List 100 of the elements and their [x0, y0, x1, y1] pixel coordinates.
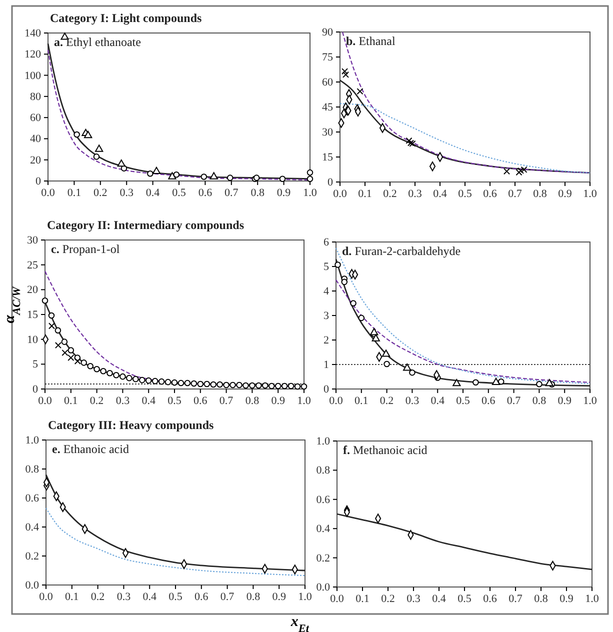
- y-tick-label: 4: [324, 286, 330, 298]
- x-tick-label: 0.6: [194, 394, 208, 407]
- x-tick-label: 0.4: [432, 592, 446, 605]
- x-tick-label: 0.8: [250, 186, 265, 199]
- y-tick-label: 60: [30, 112, 42, 124]
- y-tick-label: 30: [27, 234, 38, 247]
- y-tick-label: 15: [27, 309, 38, 322]
- y-tick-label: 10: [27, 334, 38, 346]
- x-tick-label: 0.7: [224, 186, 239, 199]
- x-tick-label: 0.8: [245, 394, 260, 407]
- chart-title: Category II: Intermediary compounds: [47, 218, 244, 232]
- y-tick-label: 2: [324, 334, 329, 347]
- chart-title: Category I: Light compounds: [50, 11, 202, 25]
- y-tick-label: 30: [322, 126, 334, 139]
- x-tick-label: 0.7: [508, 188, 522, 200]
- x-tick-label: 0.1: [64, 394, 78, 407]
- x-tick-label: 1.0: [303, 186, 318, 199]
- x-tick-label: 0.4: [146, 186, 160, 199]
- y-tick-label: 90: [322, 26, 334, 39]
- x-tick-label: 1.0: [297, 394, 312, 407]
- x-tick-label: 0.1: [67, 186, 82, 199]
- x-tick-label: 1.0: [298, 590, 312, 603]
- annotation: a. Ethyl ethanoate: [54, 35, 141, 49]
- y-tick-label: 5: [324, 261, 330, 274]
- x-tick-label: 0.7: [219, 394, 234, 407]
- y-tick-label: 0: [328, 176, 334, 189]
- y-tick-label: 0.0: [316, 582, 330, 594]
- x-tick-label: 0.2: [90, 590, 105, 603]
- chart-title: Category III: Heavy compounds: [48, 418, 214, 432]
- y-tick-label: 0: [36, 176, 42, 188]
- y-tick-label: 0.4: [25, 522, 40, 534]
- x-tick-label: 0.6: [194, 590, 209, 603]
- y-tick-label: 20: [27, 284, 38, 296]
- x-tick-label: 0.9: [276, 186, 292, 199]
- y-tick-label: 6: [324, 236, 330, 249]
- y-tick-label: 0.6: [25, 492, 40, 505]
- y-tick-label: 25: [27, 259, 38, 272]
- y-tick-label: 60: [322, 76, 334, 89]
- x-tick-label: 0.5: [456, 394, 470, 407]
- y-tick-label: 80: [30, 90, 42, 103]
- y-tick-label: 0.8: [316, 464, 330, 477]
- annotation: f. Methanoic acid: [343, 443, 428, 457]
- x-tick-label: 0.2: [381, 592, 395, 605]
- x-tick-label: 0.1: [358, 188, 372, 200]
- y-tick-label: 0.6: [316, 494, 330, 506]
- y-tick-label: 75: [322, 52, 334, 64]
- x-tick-label: 0.6: [482, 394, 496, 407]
- y-tick-label: 0.0: [25, 580, 40, 592]
- x-tick-label: 0.4: [433, 188, 448, 200]
- x-tick-label: 0.5: [458, 188, 472, 200]
- y-tick-label: 100: [24, 70, 42, 82]
- y-tick-label: 40: [30, 133, 42, 146]
- x-axis-title: x$_{Et}$: [290, 614, 310, 632]
- x-tick-label: 0.3: [408, 188, 422, 200]
- x-tick-label: 0.5: [172, 186, 186, 199]
- x-tick-label: 0.6: [483, 188, 498, 200]
- y-tick-label: 5: [32, 358, 38, 371]
- x-tick-label: 0.8: [532, 394, 547, 407]
- x-tick-label: 0.0: [333, 188, 348, 200]
- x-tick-label: 0.5: [168, 590, 183, 603]
- annotation: c. Propan-1-ol: [51, 242, 120, 256]
- x-tick-label: 0.1: [356, 592, 370, 605]
- x-tick-label: 1.0: [583, 394, 598, 407]
- x-tick-label: 1.0: [585, 592, 600, 605]
- x-tick-label: 0.2: [380, 394, 394, 407]
- x-tick-label: 0.8: [534, 592, 548, 605]
- x-tick-label: 0.9: [558, 394, 572, 407]
- x-tick-label: 0.7: [220, 590, 235, 603]
- x-tick-label: 0.8: [533, 188, 548, 200]
- y-tick-label: 20: [30, 154, 42, 166]
- x-tick-label: 0.4: [430, 394, 445, 407]
- y-tick-label: 0.4: [316, 523, 330, 536]
- y-tick-label: 15: [322, 152, 334, 164]
- x-tick-label: 0.9: [272, 590, 286, 603]
- x-tick-label: 0.6: [198, 186, 213, 199]
- x-tick-label: 0.9: [558, 188, 572, 200]
- x-tick-label: 0.2: [94, 186, 108, 199]
- x-tick-label: 0.0: [41, 186, 56, 199]
- x-tick-label: 0.3: [116, 590, 132, 603]
- x-tick-label: 0.5: [168, 394, 182, 407]
- x-tick-label: 0.2: [90, 394, 104, 407]
- x-tick-label: 0.7: [508, 592, 523, 605]
- x-tick-label: 0.3: [405, 394, 420, 407]
- y-tick-label: 0: [324, 384, 330, 396]
- x-tick-label: 0.7: [506, 394, 522, 407]
- annotation: e. Ethanoic acid: [52, 442, 129, 456]
- x-tick-label: 0.9: [560, 592, 574, 605]
- x-tick-label: 0.5: [458, 592, 472, 605]
- x-tick-label: 0.1: [354, 394, 368, 407]
- x-tick-label: 0.3: [406, 592, 421, 605]
- x-tick-label: 0.6: [483, 592, 498, 605]
- x-tick-label: 0.2: [383, 188, 397, 200]
- x-tick-label: 0.9: [271, 394, 286, 407]
- x-tick-label: 0.4: [142, 394, 156, 407]
- x-tick-label: 0.3: [116, 394, 130, 407]
- y-tick-label: 0.2: [25, 550, 39, 563]
- x-tick-label: 0.8: [246, 590, 261, 603]
- y-tick-label: 0.2: [316, 552, 330, 564]
- y-tick-label: 120: [24, 48, 42, 61]
- x-tick-label: 0.4: [142, 590, 157, 603]
